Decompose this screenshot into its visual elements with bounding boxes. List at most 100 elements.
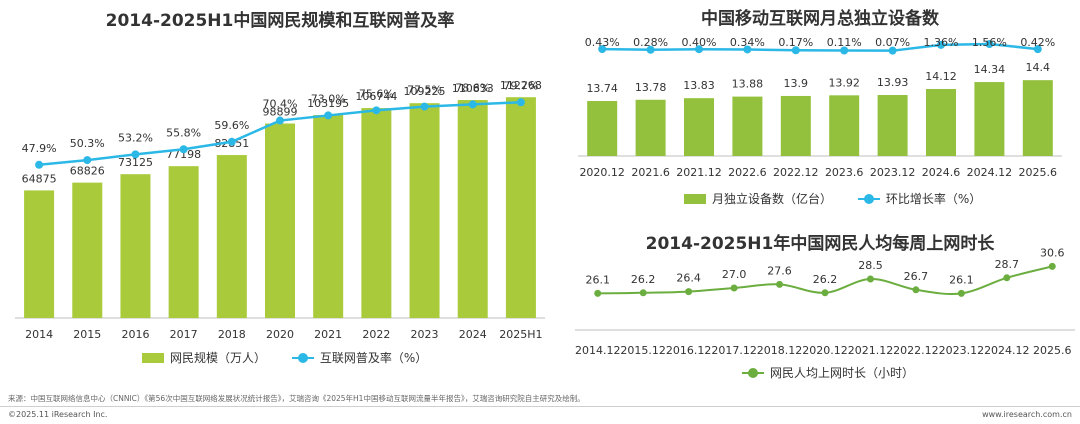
line-data-label: 0.42% [1020,36,1055,49]
x-tick-label: 2020.12 [579,166,625,179]
bar [926,89,956,156]
line-point [372,106,381,115]
line-point [179,145,188,154]
line-data-label: 53.2% [118,131,153,144]
source-note: 来源：中国互联网络信息中心（CNNIC）《第56次中国互联网络发展状况统计报告》… [8,394,585,403]
x-tick-label: 2021 [314,328,342,341]
x-tick-label: 2024.12 [967,166,1013,179]
bar [1022,80,1053,156]
line-data-label: 50.3% [70,137,105,150]
x-tick-label: 2018.12 [757,344,803,357]
legend-label: 网民规模（万人） [170,351,267,365]
footer-divider [0,406,1080,407]
line-data-label: 30.6 [1040,246,1065,259]
line-data-label: 28.7 [995,258,1020,271]
line-data-label: 0.28% [633,36,668,49]
chart1-legend: 网民规模（万人） 互联网普及率（%） [142,349,449,366]
line-data-label: 0.07% [875,36,910,49]
bar [409,103,440,319]
line-point [639,289,647,297]
line-data-label: 27.6 [767,264,792,277]
x-tick-label: 2022.12 [893,344,939,357]
line-point [791,46,800,55]
legend-item-bar: 网民规模（万人） [142,349,266,366]
chart1-title: 2014-2025H1中国网民规模和互联网普及率 [105,11,455,31]
line-data-label: 1.56% [972,36,1007,49]
legend-line-icon [857,193,880,204]
chart2-legend: 月独立设备数（亿台） 环比增长率（%） [684,190,1003,207]
x-tick-label: 2018 [218,328,246,341]
line-data-label: 26.1 [949,273,974,286]
bar-data-label: 68826 [70,165,105,178]
x-tick-label: 2014 [25,328,53,341]
website: www.iresearch.com.cn [982,410,1072,419]
x-tick-label: 2021.6 [631,166,670,179]
line-data-label: 0.17% [778,36,813,49]
line-point [937,40,945,49]
copyright: ©2025.11 iResearch Inc. [8,410,108,419]
bar [216,155,247,318]
line-point [866,275,874,283]
bar-data-label: 13.83 [683,79,715,92]
bar-data-label: 14.4 [1026,61,1051,74]
chart3-plot: 26.1 2014.12 26.2 2015.12 26.4 2016.12 27.0 201… [575,246,1075,357]
bar-data-label: 112268 [500,79,542,92]
bar-data-label: 73125 [118,156,153,169]
line-point [1033,45,1042,54]
bar [457,100,488,318]
line-point [420,102,429,111]
line-data-label: 26.1 [585,273,610,286]
x-tick-label: 2017 [170,328,198,341]
bar-data-label: 13.92 [828,76,860,89]
line-data-label: 75.6% [359,87,394,100]
line-point [516,98,525,107]
bar-data-label: 106744 [355,90,397,103]
bar [313,115,344,318]
line-point [730,284,738,292]
bar [732,96,763,156]
line-point [776,280,784,288]
line-point [821,289,829,297]
bar [24,190,55,318]
line-data-label: 26.2 [813,273,838,286]
line-data-label: 73.0% [311,92,346,105]
legend-label: 月独立设备数（亿台） [712,192,833,206]
chart2-plot: 13.74 2020.12 13.78 2021.6 13.83 2021.12 13.88… [578,36,1062,179]
bar-data-label: 13.78 [635,81,667,94]
bar-data-label: 13.88 [732,78,764,91]
x-tick-label: 2023.6 [825,166,864,179]
x-tick-label: 2015 [73,328,101,341]
x-tick-label: 2022.12 [773,166,819,179]
line-point [1003,274,1011,282]
line-data-label: 78.6% [455,81,490,94]
line-point [227,137,236,146]
line-point [324,111,333,120]
line-series [602,42,1038,52]
bar [168,166,199,318]
bar [635,99,666,156]
x-tick-label: 2014.12 [575,344,621,357]
line-data-label: 27.0 [722,268,747,281]
line-point [276,116,284,125]
line-point [468,100,477,109]
line-data-label: 0.43% [585,36,620,49]
x-tick-label: 2023.12 [870,166,916,179]
x-tick-label: 2022 [362,328,390,341]
bar-data-label: 64875 [22,172,57,185]
x-tick-label: 2025H1 [499,328,542,341]
legend-label: 互联网普及率（%） [319,351,428,365]
bar-data-label: 110833 [452,82,494,95]
bar-data-label: 13.9 [784,77,809,90]
bar [72,182,103,318]
bar [587,101,618,156]
legend-item-line: 网民人均上网时长（小时） [742,364,914,381]
line-data-label: 0.11% [827,36,862,49]
line-point [957,289,965,297]
chart3-title: 2014-2025H1年中国网民人均每周上网时长 [645,234,995,254]
line-point [1048,262,1056,270]
bar [829,95,860,156]
bar-data-label: 14.34 [974,63,1006,76]
line-data-label: 59.6% [214,119,249,132]
line-point [695,45,703,54]
line-point [685,288,693,296]
